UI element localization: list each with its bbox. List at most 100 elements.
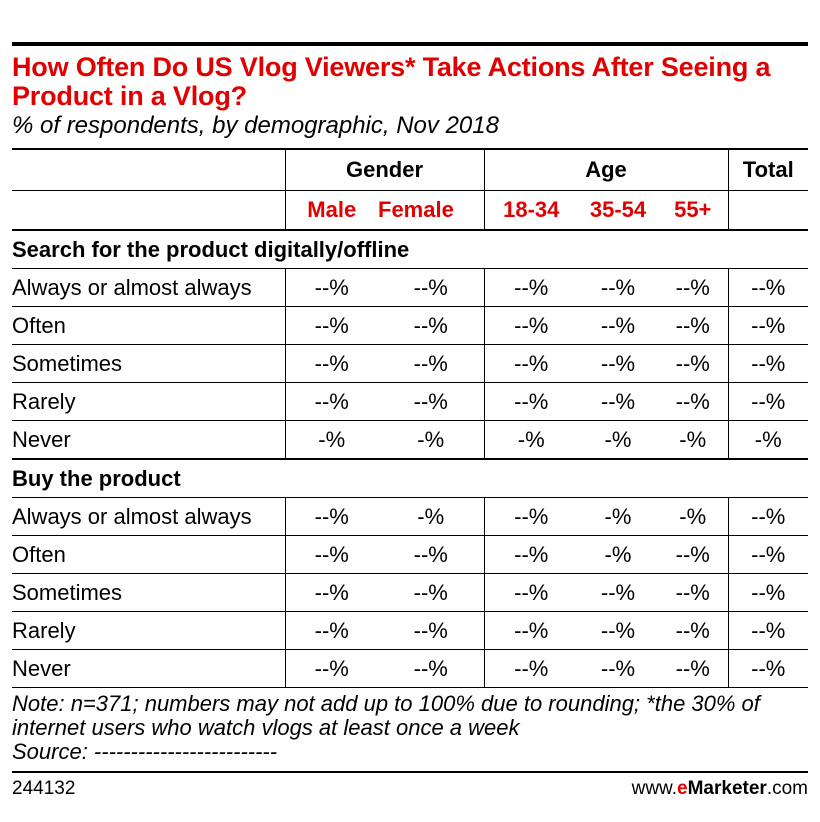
row-label: Rarely xyxy=(12,611,285,650)
header-female: Female xyxy=(378,190,484,230)
section-header: Search for the product digitally/offline xyxy=(12,229,808,269)
table-cell: -% xyxy=(378,497,484,536)
footer: 244132 www.eMarketer.com xyxy=(12,778,808,800)
brand-name: Marketer xyxy=(687,778,767,799)
table-cell: --% xyxy=(483,306,578,345)
table-cell: --% xyxy=(284,573,378,612)
bottom-rule xyxy=(12,771,808,773)
table-cell: --% xyxy=(658,573,728,612)
table-cell: -% xyxy=(727,420,808,459)
table-cell: --% xyxy=(378,573,484,612)
row-label: Always or almost always xyxy=(12,497,285,536)
chart-id: 244132 xyxy=(12,778,76,799)
table-cell: --% xyxy=(378,611,484,650)
header-age-55-plus: 55+ xyxy=(658,190,728,230)
table-cell: --% xyxy=(727,611,808,650)
table-cell: --% xyxy=(483,573,578,612)
table-row: Rarely --% --% --% --% --% --% xyxy=(12,611,808,650)
table-cell: --% xyxy=(658,306,728,345)
table-cell: --% xyxy=(658,382,728,421)
table-row: Often --% --% --% -% --% --% xyxy=(12,535,808,574)
section-title: Buy the product xyxy=(12,458,808,498)
note-text: Note: n=371; numbers may not add up to 1… xyxy=(12,691,760,740)
chart-title: How Often Do US Vlog Viewers* Take Actio… xyxy=(12,52,771,111)
table-cell: --% xyxy=(483,611,578,650)
table-cell: --% xyxy=(378,382,484,421)
table-cell: --% xyxy=(284,611,378,650)
table-cell: --% xyxy=(658,344,728,383)
table-cell: -% xyxy=(578,497,658,536)
header-age-35-54: 35-54 xyxy=(578,190,658,230)
table-cell: --% xyxy=(658,535,728,574)
row-label: Never xyxy=(12,649,285,688)
table-cell: --% xyxy=(284,497,378,536)
table-cell: -% xyxy=(658,497,728,536)
table-row: Sometimes --% --% --% --% --% --% xyxy=(12,344,808,383)
table-cell: --% xyxy=(483,344,578,383)
table-cell: --% xyxy=(727,535,808,574)
table-cell: -% xyxy=(284,420,378,459)
table-cell: --% xyxy=(727,382,808,421)
table-cell: --% xyxy=(727,268,808,307)
brand-suffix: .com xyxy=(766,778,808,799)
table-cell: --% xyxy=(578,344,658,383)
table-cell: --% xyxy=(727,306,808,345)
table-row: Never -% -% -% -% -% -% xyxy=(12,420,808,459)
chart-container: How Often Do US Vlog Viewers* Take Actio… xyxy=(12,42,808,800)
header-age-18-34: 18-34 xyxy=(483,190,578,230)
table-cell: --% xyxy=(727,649,808,688)
table-cell: --% xyxy=(284,344,378,383)
table-cell: --% xyxy=(378,649,484,688)
table-cell: --% xyxy=(578,268,658,307)
row-label: Often xyxy=(12,306,285,345)
table-cell: --% xyxy=(483,649,578,688)
table-cell: -% xyxy=(578,420,658,459)
table-cell: --% xyxy=(727,344,808,383)
table-row: Rarely --% --% --% --% --% --% xyxy=(12,382,808,421)
row-label: Always or almost always xyxy=(12,268,285,307)
table-cell: --% xyxy=(658,611,728,650)
row-label: Never xyxy=(12,420,285,459)
table-cell: --% xyxy=(658,649,728,688)
table-cell: --% xyxy=(378,344,484,383)
table-cell: --% xyxy=(483,535,578,574)
table-cell: --% xyxy=(483,382,578,421)
section-header: Buy the product xyxy=(12,458,808,498)
source-text: Source: ------------------------- xyxy=(12,739,278,764)
header-blank xyxy=(12,148,285,191)
table-cell: --% xyxy=(578,611,658,650)
table-row: Always or almost always --% -% --% -% -% --% xyxy=(12,497,808,536)
header-total: Total xyxy=(727,148,808,191)
table-cell: --% xyxy=(578,306,658,345)
table-cell: --% xyxy=(483,268,578,307)
table-cell: -% xyxy=(578,535,658,574)
table-cell: -% xyxy=(658,420,728,459)
header-gender: Gender xyxy=(284,148,484,191)
section-title: Search for the product digitally/offline xyxy=(12,229,808,269)
header-male: Male xyxy=(284,190,378,230)
header-total-blank xyxy=(727,190,808,230)
data-table: Gender Age Total Male Female 18-34 35-54… xyxy=(12,148,808,688)
table-cell: --% xyxy=(578,573,658,612)
table-cell: --% xyxy=(378,306,484,345)
table-cell: -% xyxy=(378,420,484,459)
table-cell: --% xyxy=(483,497,578,536)
row-label: Often xyxy=(12,535,285,574)
header-blank-2 xyxy=(12,190,285,230)
header-age: Age xyxy=(483,148,728,191)
table-cell: --% xyxy=(284,535,378,574)
table-cell: --% xyxy=(284,382,378,421)
footnote: Note: n=371; numbers may not add up to 1… xyxy=(12,692,808,764)
table-cell: --% xyxy=(378,535,484,574)
brand-logo: www.eMarketer.com xyxy=(632,778,808,800)
chart-subtitle: % of respondents, by demographic, Nov 20… xyxy=(12,112,499,139)
top-rule xyxy=(12,42,808,46)
table-cell: --% xyxy=(378,268,484,307)
row-label: Sometimes xyxy=(12,573,285,612)
table-cell: --% xyxy=(578,649,658,688)
table-cell: --% xyxy=(284,649,378,688)
table-cell: --% xyxy=(284,268,378,307)
brand-e: e xyxy=(677,778,688,799)
brand-prefix: www. xyxy=(631,778,678,799)
table-cell: --% xyxy=(727,573,808,612)
